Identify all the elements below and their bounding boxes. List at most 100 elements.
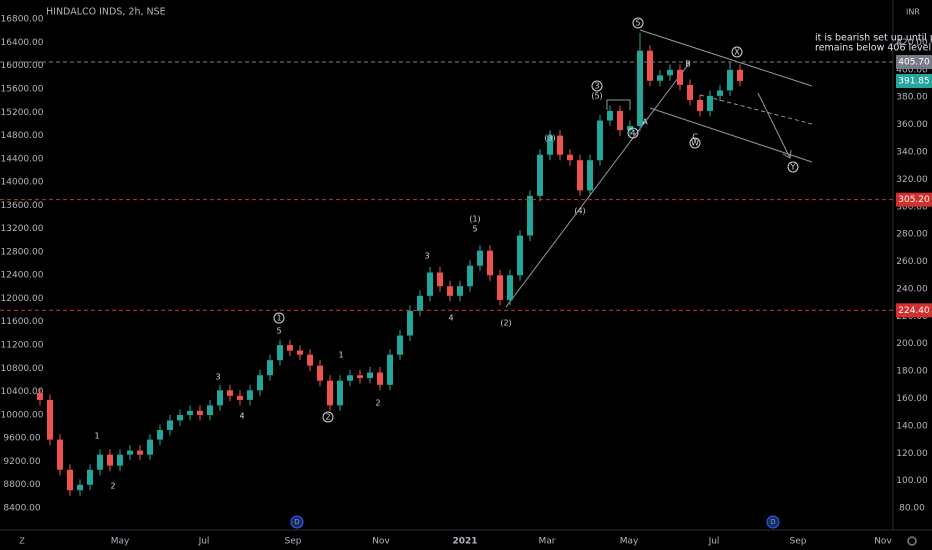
y-tick-label: 300.00 (896, 202, 928, 212)
candle-body (177, 414, 183, 421)
wave-circle (591, 80, 603, 92)
x-tick-label: Sep (285, 537, 302, 547)
y-tick-label: 140.00 (896, 421, 928, 431)
price-label-box (896, 303, 932, 318)
candle-body (637, 50, 643, 126)
wave-circle (322, 411, 334, 423)
y-tick-label: 400.00 (896, 65, 928, 75)
event-label[interactable]: D (770, 518, 775, 526)
price-label-box (896, 55, 932, 70)
candle-body (717, 90, 723, 96)
candle-body (107, 454, 113, 466)
wave-label: W (691, 139, 699, 148)
wave-label: (2) (500, 319, 511, 328)
candle-body (597, 120, 603, 161)
x-tick-label: Nov (372, 537, 390, 547)
timezone-button[interactable]: Z (19, 537, 25, 546)
y2-tick-label: 13600.00 (1, 201, 44, 211)
x-tick-label: 2021 (452, 537, 477, 547)
annotation: remains below 406 level (815, 43, 931, 54)
candle-body (667, 69, 673, 76)
candle-body (737, 69, 743, 82)
wave-label: Y (790, 163, 796, 172)
candle-body (437, 272, 443, 287)
y2-tick-label: 11200.00 (1, 340, 44, 350)
y2-tick-label: 16400.00 (1, 38, 44, 48)
wave-label: 5 (472, 225, 477, 234)
wave-label: 3 (424, 252, 429, 261)
candle-body (197, 410, 203, 415)
candle-body (367, 372, 373, 378)
candle-body (647, 50, 653, 81)
y2-tick-label: 12800.00 (1, 247, 44, 257)
settings-icon[interactable] (907, 536, 917, 546)
y2-tick-label: 8400.00 (3, 503, 40, 513)
candle-body (397, 335, 403, 355)
wave-circle (273, 312, 285, 324)
candle-body (387, 354, 393, 385)
wave-label: (5) (591, 92, 602, 101)
y-tick-label: 200.00 (896, 339, 928, 349)
candle-body (97, 454, 103, 470)
candle-body (487, 250, 493, 276)
wave-circle (731, 46, 743, 58)
drawings (505, 29, 813, 308)
candle-body (467, 265, 473, 287)
channel-line (649, 107, 813, 163)
candle-body (347, 375, 353, 381)
y2-tick-label: 10000.00 (1, 410, 44, 420)
wave-label: X (734, 48, 740, 57)
price-label: 224.40 (898, 306, 930, 316)
event-label[interactable]: D (294, 518, 299, 526)
candle-body (427, 272, 433, 296)
y2-tick-label: 14000.00 (1, 178, 44, 188)
candle-body (407, 310, 413, 336)
candle-body (457, 286, 463, 296)
y2-tick-label: 13200.00 (1, 224, 44, 234)
candle-body (507, 275, 513, 300)
y2-tick-label: 15200.00 (1, 108, 44, 118)
candle-body (617, 110, 623, 131)
candle-body (577, 160, 583, 191)
wave-label: 2 (325, 413, 330, 422)
wave-label: A (642, 118, 648, 127)
y-tick-label: 260.00 (896, 257, 928, 267)
candle-body (527, 195, 533, 236)
candle-body (147, 439, 153, 455)
candle-body (517, 235, 523, 276)
y-tick-label: 160.00 (896, 394, 928, 404)
candle-body (267, 360, 273, 376)
y2-tick-label: 10400.00 (1, 387, 44, 397)
candles (37, 32, 743, 496)
box (606, 99, 631, 110)
x-tick-label: Sep (790, 537, 807, 547)
y2-tick-label: 10800.00 (1, 364, 44, 374)
wave-label: 1 (276, 314, 281, 323)
wave-label: 1 (94, 432, 99, 441)
wave-circle (689, 137, 701, 149)
y-tick-label: 380.00 (896, 93, 928, 103)
candle-body (357, 375, 363, 378)
x-tick-label: Mar (539, 537, 556, 547)
wave-circle (627, 127, 639, 139)
wave-label: 4 (239, 412, 244, 421)
candle-body (77, 484, 83, 491)
price-label: 391.85 (898, 77, 930, 87)
y2-tick-label: 14400.00 (1, 154, 44, 164)
wave-label: 5 (276, 327, 281, 336)
event-marker (766, 515, 780, 529)
channel-line (639, 29, 813, 87)
candle-body (627, 125, 633, 131)
candle-body (537, 154, 543, 196)
y-tick-label: 80.00 (899, 504, 925, 514)
price-label-box (896, 192, 932, 207)
candle-body (117, 454, 123, 466)
candle-body (377, 372, 383, 385)
x-tick-label: May (111, 537, 130, 547)
y2-tick-label: 9200.00 (3, 457, 40, 467)
y2-tick-label: 12400.00 (1, 271, 44, 281)
y-tick-label: 280.00 (896, 230, 928, 240)
candle-body (707, 95, 713, 111)
candle-body (247, 390, 253, 400)
